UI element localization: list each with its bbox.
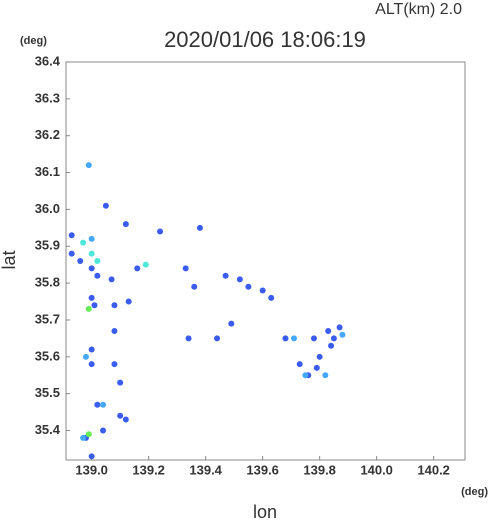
- echo-point: [102, 202, 109, 209]
- echo-point: [142, 261, 149, 268]
- y-tick-label: 35.7: [35, 311, 60, 326]
- echo-point: [291, 335, 297, 342]
- chart-title: 2020/01/06 18:06:19: [164, 27, 366, 52]
- echo-point: [214, 335, 221, 342]
- x-unit: (deg): [461, 486, 488, 498]
- echo-point: [85, 162, 92, 169]
- echo-point: [111, 328, 118, 335]
- echo-point: [328, 342, 335, 349]
- echo-point: [316, 353, 323, 360]
- echo-point: [268, 294, 275, 301]
- echo-point: [336, 324, 343, 331]
- echo-point: [322, 372, 329, 379]
- altitude: ALT(km) 2.0: [375, 1, 462, 18]
- echo-point: [330, 335, 337, 342]
- plot-frame: [65, 61, 466, 461]
- y-axis-label: lat: [0, 250, 19, 269]
- y-tick-label: 36.0: [35, 201, 60, 216]
- echo-point: [296, 361, 303, 368]
- x-tick-label: 140.2: [417, 462, 450, 477]
- y-tick-label: 35.9: [35, 238, 60, 253]
- x-tick-label: 139.4: [189, 462, 222, 477]
- echo-point: [117, 379, 124, 386]
- echo-point: [108, 276, 115, 283]
- y-tick-label: 35.6: [35, 348, 60, 363]
- echo-point: [100, 427, 107, 434]
- echo-point: [185, 335, 192, 342]
- y-tick-label: 36.4: [35, 53, 61, 68]
- echo-point: [100, 401, 107, 408]
- echo-point: [196, 224, 203, 231]
- echo-point: [88, 250, 95, 257]
- x-tick-label: 139.8: [303, 462, 336, 477]
- x-tick-label: 139.6: [246, 462, 279, 477]
- echo-point: [310, 335, 317, 342]
- echo-point: [94, 258, 101, 264]
- echo-point: [111, 361, 118, 368]
- x-axis-label: lon: [253, 502, 277, 521]
- echo-point: [117, 412, 124, 419]
- y-tick-label: 35.5: [35, 385, 60, 400]
- echo-point: [85, 305, 92, 312]
- x-tick-label: 139.0: [75, 462, 108, 477]
- echo-point: [88, 265, 95, 272]
- echo-point: [313, 364, 320, 371]
- echo-point: [111, 302, 118, 309]
- echo-point: [88, 361, 95, 368]
- echo-point: [302, 372, 309, 379]
- echo-point: [339, 331, 346, 338]
- echo-point: [125, 298, 132, 305]
- y-tick-label: 35.8: [35, 275, 60, 290]
- echo-point: [68, 250, 75, 257]
- echo-point: [88, 453, 95, 460]
- echo-point: [122, 416, 129, 423]
- echo-point: [236, 276, 243, 283]
- echo-point: [88, 235, 95, 242]
- echo-point: [94, 272, 101, 279]
- x-tick-label: 140.0: [360, 462, 393, 477]
- echo-point: [80, 434, 87, 441]
- echo-point: [91, 302, 98, 309]
- echo-point: [325, 328, 332, 335]
- echo-point: [82, 353, 89, 360]
- x-tick-label: 139.2: [132, 462, 165, 477]
- echo-point: [88, 294, 95, 301]
- y-tick-label: 36.2: [35, 127, 60, 142]
- echo-point: [182, 265, 189, 272]
- echo-point: [85, 431, 92, 438]
- y-tick-label: 36.3: [35, 90, 60, 105]
- echo-point: [77, 258, 84, 264]
- echo-point: [134, 265, 141, 272]
- echo-point: [259, 287, 266, 294]
- echo-point: [282, 335, 289, 342]
- echo-point: [80, 239, 87, 246]
- echo-point: [68, 232, 75, 239]
- echo-point: [191, 283, 198, 290]
- echo-point: [88, 346, 95, 353]
- y-tick-label: 36.1: [35, 164, 60, 179]
- echo-point: [228, 320, 235, 327]
- y-unit: (deg): [20, 35, 47, 47]
- y-tick-label: 35.4: [35, 422, 61, 437]
- echo-point: [94, 401, 101, 408]
- echo-point: [222, 272, 229, 279]
- echo-point: [157, 228, 164, 235]
- echo-point: [245, 283, 252, 290]
- echo-point: [122, 221, 129, 228]
